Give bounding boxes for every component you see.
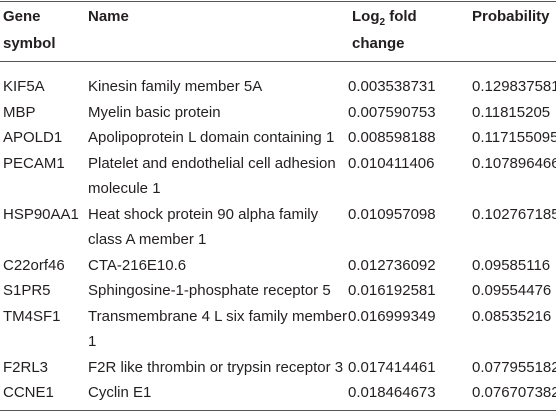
header-text: fold change [352, 8, 417, 52]
table-cell: 0.010957098 [348, 205, 436, 223]
table-row: MBP Myelin basic protein 0.007590753 0.1181… [0, 100, 556, 126]
table-cell: 0.016192581 [348, 282, 436, 299]
table-cell: 0.129837581 [472, 78, 556, 95]
table-cell: 0.007590753 [348, 103, 436, 121]
table-cell: HSP90AA1 [3, 205, 79, 223]
table-cell: Transmembrane 4 L six family member 1 [88, 307, 347, 351]
table-cell: S1PR5 [3, 282, 51, 299]
table-cell: 0.107896466 [472, 154, 556, 172]
header-row: Gene symbol Name Log2 fold change Probab… [0, 1, 556, 62]
table-row: F2RL3 F2R like thrombin or trypsin recept… [0, 355, 556, 381]
table-cell: TM4SF1 [3, 307, 61, 325]
table-cell: 0.09585116 [472, 256, 551, 274]
header-cell: Log2 fold change [348, 1, 472, 62]
table-cell: 0.016999349 [348, 307, 436, 325]
table-cell: MBP [3, 103, 36, 121]
table-row: KIF5A Kinesin family member 5A 0.003538731… [0, 62, 556, 100]
table-row: TM4SF1 Transmembrane 4 L six family membe… [0, 304, 556, 355]
table-cell: Heat shock protein 90 alpha family class… [88, 205, 319, 249]
table-cell: 0.017414461 [348, 358, 436, 376]
table-body: KIF5A Kinesin family member 5A 0.003538731… [0, 62, 556, 411]
table-cell: Apolipoprotein L domain containing 1 [88, 129, 335, 146]
table-cell: 0.102767185 [472, 205, 556, 223]
table-cell: F2RL3 [3, 358, 49, 376]
table-cell: 0.09554476 [472, 282, 552, 299]
table-cell: 0.11815205 [472, 103, 551, 121]
table-row: APOLD1 Apolipoprotein L domain containing… [0, 125, 556, 151]
table-cell: Cyclin E1 [88, 380, 348, 411]
table-header: Gene symbol Name Log2 fold change Probab… [0, 1, 556, 62]
header-cell: Probability [472, 1, 556, 62]
header-cell: Name [88, 1, 348, 62]
table-row: CCNE1 Cyclin E1 0.018464673 0.076707382 [0, 380, 556, 411]
table-cell: KIF5A [3, 78, 45, 95]
table-cell: 0.010411406 [348, 154, 435, 172]
table-cell: CCNE1 [0, 380, 88, 411]
table-cell: Platelet and endothelial cell adhesion m… [88, 154, 336, 198]
table-cell: 0.077955182 [472, 358, 556, 376]
table-cell: Myelin basic protein [88, 103, 221, 121]
table-cell: 0.076707382 [472, 380, 556, 411]
table-row: C22orf46 CTA-216E10.6 0.012736092 0.0958511… [0, 253, 556, 279]
subscript: 2 [379, 17, 386, 28]
table-cell: 0.117155095 [472, 129, 556, 146]
table-cell: C22orf46 [3, 256, 65, 274]
header-cell: Gene symbol [0, 1, 88, 62]
table-cell: 0.008598188 [348, 129, 436, 146]
table-cell: 0.003538731 [348, 78, 436, 95]
table-cell: PECAM1 [3, 154, 65, 172]
table-cell: CTA-216E10.6 [88, 256, 187, 274]
table-cell: Kinesin family member 5A [88, 78, 263, 95]
table-row: PECAM1 Platelet and endothelial cell adhe… [0, 151, 556, 202]
header-text: Log [352, 8, 380, 25]
table-cell: 0.018464673 [348, 380, 472, 411]
table-cell: 0.08535216 [472, 307, 552, 325]
table-cell: 0.012736092 [348, 256, 436, 274]
table-cell: F2R like thrombin or trypsin receptor 3 [88, 358, 344, 376]
table-cell: Sphingosine-1-phosphate receptor 5 [88, 282, 331, 299]
table-cell: APOLD1 [3, 129, 63, 146]
table-row: S1PR5 Sphingosine-1-phosphate receptor 5 0… [0, 278, 556, 304]
table-row: HSP90AA1 Heat shock protein 90 alpha fami… [0, 202, 556, 253]
